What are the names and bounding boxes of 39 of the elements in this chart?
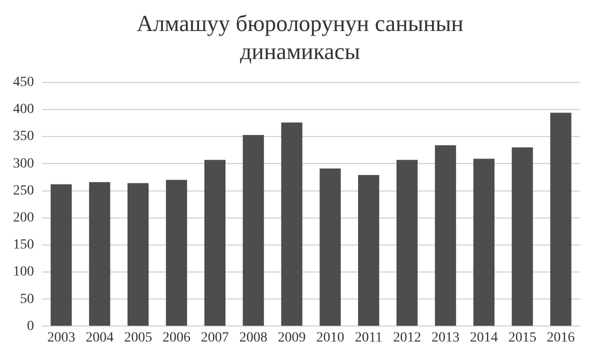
x-tick-label: 2010 xyxy=(316,330,344,346)
y-tick-label: 250 xyxy=(13,183,34,198)
bar xyxy=(281,122,302,326)
x-tick-label: 2013 xyxy=(432,330,460,346)
x-tick-label: 2004 xyxy=(86,330,114,346)
y-tick-label: 350 xyxy=(13,129,34,144)
bar xyxy=(242,134,264,326)
y-tick-label: 450 xyxy=(13,75,34,90)
y-tick-label: 400 xyxy=(13,102,34,118)
bar xyxy=(89,182,110,326)
x-tick-label: 2006 xyxy=(162,330,190,346)
y-tick-label: 150 xyxy=(13,238,34,253)
bar xyxy=(358,175,380,326)
bar xyxy=(434,145,456,326)
y-tick-label: 50 xyxy=(20,292,34,307)
x-tick-label: 2007 xyxy=(200,330,229,346)
x-tick-label: 2009 xyxy=(278,330,306,346)
x-tick-label: 2003 xyxy=(47,330,76,346)
x-tick-label: 2015 xyxy=(508,330,536,346)
bar xyxy=(204,160,226,326)
bar xyxy=(473,158,494,326)
bar xyxy=(166,180,188,326)
y-tick-label: 0 xyxy=(27,318,34,334)
bar xyxy=(512,147,533,326)
bar xyxy=(396,160,418,326)
y-tick-label: 200 xyxy=(13,210,34,226)
bar xyxy=(550,112,572,326)
bar xyxy=(320,168,341,326)
y-tick-label: 300 xyxy=(13,156,34,172)
x-tick-label: 2012 xyxy=(393,330,422,346)
bar xyxy=(128,183,149,326)
x-tick-label: 2005 xyxy=(124,330,152,346)
x-tick-label: 2008 xyxy=(239,330,268,346)
x-tick-label: 2014 xyxy=(470,330,498,346)
bar xyxy=(50,184,72,326)
x-tick-label: 2016 xyxy=(546,330,575,346)
y-tick-label: 100 xyxy=(13,264,34,280)
chart-title: Алмашуу бюролорунун санынын динамикасы xyxy=(136,10,464,66)
x-tick-label: 2011 xyxy=(354,330,382,346)
